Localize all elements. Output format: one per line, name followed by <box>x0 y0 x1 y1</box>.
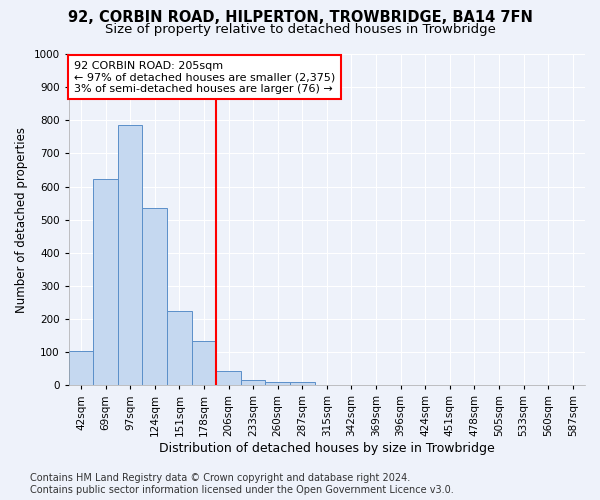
Y-axis label: Number of detached properties: Number of detached properties <box>15 126 28 312</box>
Bar <box>167 311 191 386</box>
Bar <box>118 125 142 386</box>
Text: 92 CORBIN ROAD: 205sqm
← 97% of detached houses are smaller (2,375)
3% of semi-d: 92 CORBIN ROAD: 205sqm ← 97% of detached… <box>74 60 335 94</box>
Text: Size of property relative to detached houses in Trowbridge: Size of property relative to detached ho… <box>104 22 496 36</box>
X-axis label: Distribution of detached houses by size in Trowbridge: Distribution of detached houses by size … <box>159 442 495 455</box>
Bar <box>265 382 290 386</box>
Bar <box>93 179 118 386</box>
Bar <box>290 382 314 386</box>
Text: 92, CORBIN ROAD, HILPERTON, TROWBRIDGE, BA14 7FN: 92, CORBIN ROAD, HILPERTON, TROWBRIDGE, … <box>68 10 532 25</box>
Bar <box>241 380 265 386</box>
Bar <box>191 341 216 386</box>
Bar <box>69 351 93 386</box>
Bar <box>142 208 167 386</box>
Bar <box>216 372 241 386</box>
Text: Contains HM Land Registry data © Crown copyright and database right 2024.
Contai: Contains HM Land Registry data © Crown c… <box>30 474 454 495</box>
